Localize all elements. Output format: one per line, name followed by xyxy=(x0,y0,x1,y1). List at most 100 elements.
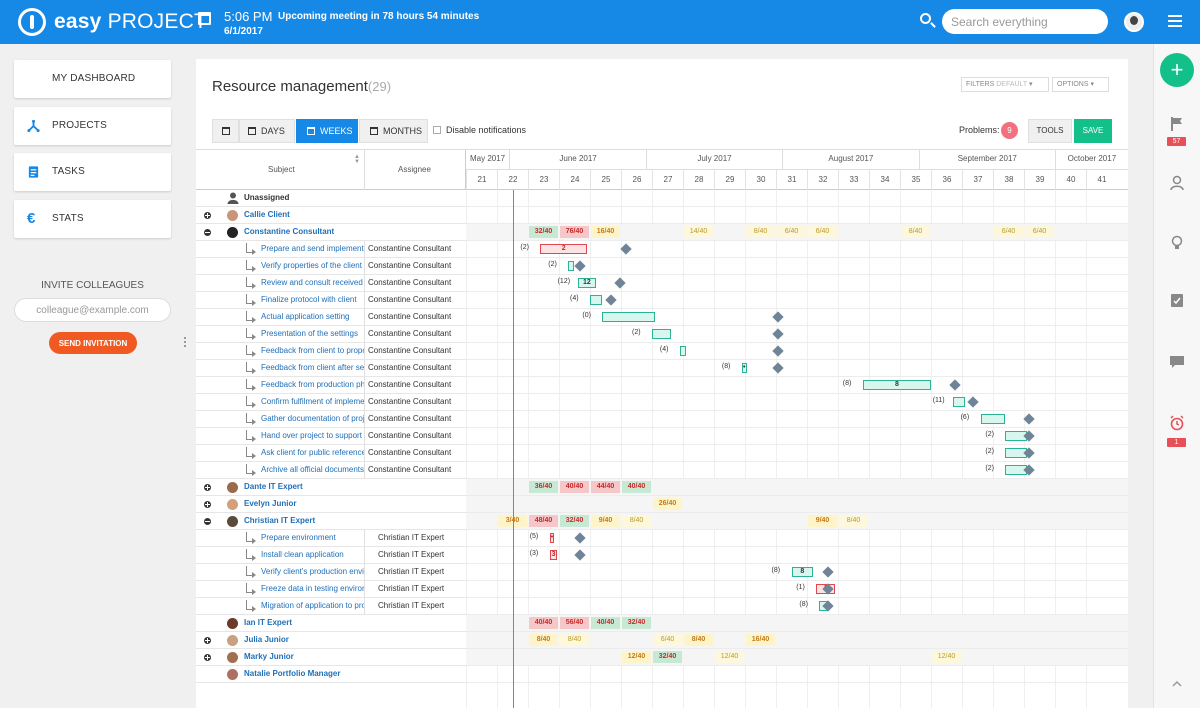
lightbulb-icon[interactable] xyxy=(1169,235,1185,251)
row-subject[interactable]: Hand over project to support xyxy=(261,431,362,440)
row-subject[interactable]: Presentation of the settings xyxy=(261,329,358,338)
task-row[interactable]: Archive all official documents Constantin… xyxy=(196,462,466,479)
column-header-subject[interactable]: Subject xyxy=(268,165,295,174)
sidebar-resize-handle[interactable] xyxy=(184,337,186,347)
task-bar[interactable] xyxy=(952,397,966,407)
user-avatar[interactable] xyxy=(1124,12,1144,32)
sidebar-item-stats[interactable]: € STATS xyxy=(14,200,171,238)
sort-icon[interactable]: ▲ ▼ xyxy=(354,154,360,165)
task-bar[interactable]: • xyxy=(549,533,555,543)
allocation-cell[interactable]: 6/40 xyxy=(1025,226,1054,238)
collapse-icon[interactable] xyxy=(204,518,211,525)
allocation-cell[interactable]: 44/40 xyxy=(591,481,620,493)
clipboard-check-icon[interactable] xyxy=(1169,292,1185,308)
task-row[interactable]: Actual application setting Constantine Co… xyxy=(196,309,466,326)
allocation-cell[interactable]: 40/40 xyxy=(622,481,651,493)
options-dropdown[interactable]: OPTIONS ▾ xyxy=(1052,77,1109,92)
problems-badge[interactable]: 9 xyxy=(1001,122,1018,139)
row-subject[interactable]: Prepare and send implementation xyxy=(261,244,364,253)
alarm-clock-icon[interactable] xyxy=(1169,415,1185,431)
row-subject[interactable]: Feedback from client after setup xyxy=(261,363,364,372)
task-row[interactable]: Presentation of the settings Constantine … xyxy=(196,326,466,343)
allocation-cell[interactable]: 6/40 xyxy=(777,226,806,238)
milestone-diamond-icon[interactable] xyxy=(948,379,961,391)
logo[interactable]: easy PROJECT xyxy=(18,8,207,36)
calendar-icon[interactable] xyxy=(198,12,211,25)
user-row[interactable]: Marky Junior xyxy=(196,649,466,666)
expand-icon[interactable] xyxy=(204,637,211,644)
row-subject[interactable]: Feedback from client to proposal xyxy=(261,346,364,355)
row-subject[interactable]: Archive all official documents xyxy=(261,465,364,474)
row-subject[interactable]: Christian IT Expert xyxy=(244,516,316,525)
allocation-cell[interactable]: 32/40 xyxy=(653,651,682,663)
row-subject[interactable]: Marky Junior xyxy=(244,652,294,661)
allocation-cell[interactable]: 40/40 xyxy=(529,617,558,629)
column-header-assignee[interactable]: Assignee xyxy=(398,165,431,174)
row-subject[interactable]: Finalize protocol with client xyxy=(261,295,357,304)
task-row[interactable]: Finalize protocol with client Constantine… xyxy=(196,292,466,309)
allocation-cell[interactable]: 6/40 xyxy=(994,226,1023,238)
row-subject[interactable]: Review and consult received xyxy=(261,278,363,287)
milestone-diamond-icon[interactable] xyxy=(573,549,586,561)
milestone-diamond-icon[interactable] xyxy=(604,294,617,306)
milestone-diamond-icon[interactable] xyxy=(772,328,784,340)
user-row[interactable]: Julia Junior xyxy=(196,632,466,649)
expand-icon[interactable] xyxy=(204,654,211,661)
milestone-diamond-icon[interactable] xyxy=(1023,413,1035,425)
user-icon[interactable] xyxy=(1169,175,1185,191)
sidebar-item-tasks[interactable]: TASKS xyxy=(14,153,171,191)
task-row[interactable]: Freeze data in testing environment Christ… xyxy=(196,581,466,598)
row-subject[interactable]: Verify properties of the client xyxy=(261,261,362,270)
user-row[interactable]: Dante IT Expert xyxy=(196,479,466,496)
row-subject[interactable]: Natalie Portfolio Manager xyxy=(244,669,341,678)
milestone-diamond-icon[interactable] xyxy=(573,260,586,272)
allocation-cell[interactable]: 12/40 xyxy=(622,651,651,663)
allocation-cell[interactable]: 32/40 xyxy=(622,617,651,629)
row-subject[interactable]: Evelyn Junior xyxy=(244,499,297,508)
flag-icon[interactable] xyxy=(1169,116,1185,132)
allocation-cell[interactable]: 3/40 xyxy=(498,515,527,527)
user-row[interactable]: Ian IT Expert xyxy=(196,615,466,632)
task-bar[interactable] xyxy=(590,295,603,305)
user-row[interactable]: Callie Client xyxy=(196,207,466,224)
expand-icon[interactable] xyxy=(204,501,211,508)
milestone-diamond-icon[interactable] xyxy=(967,396,979,408)
tab-calendar[interactable] xyxy=(212,119,239,143)
disable-notifications-checkbox[interactable] xyxy=(433,126,441,134)
row-subject[interactable]: Gather documentation of project xyxy=(261,414,364,423)
allocation-cell[interactable]: 76/40 xyxy=(560,226,589,238)
allocation-cell[interactable]: 16/40 xyxy=(746,634,775,646)
row-subject[interactable]: Ian IT Expert xyxy=(244,618,293,627)
allocation-cell[interactable]: 8/40 xyxy=(622,515,651,527)
allocation-cell[interactable]: 8/40 xyxy=(529,634,558,646)
row-subject[interactable]: Actual application setting xyxy=(261,312,350,321)
allocation-cell[interactable]: 8/40 xyxy=(746,226,775,238)
row-subject[interactable]: Dante IT Expert xyxy=(244,482,303,491)
disable-notifications-label[interactable]: Disable notifications xyxy=(446,125,527,135)
user-row[interactable]: Constantine Consultant xyxy=(196,224,466,241)
user-row[interactable]: Christian IT Expert xyxy=(196,513,466,530)
task-bar[interactable]: 8 xyxy=(862,380,931,390)
allocation-cell[interactable]: 32/40 xyxy=(529,226,558,238)
allocation-cell[interactable]: 9/40 xyxy=(591,515,620,527)
allocation-cell[interactable]: 40/40 xyxy=(591,617,620,629)
sidebar-item-projects[interactable]: PROJECTS xyxy=(14,107,171,145)
search-icon[interactable] xyxy=(920,13,931,24)
tab-days[interactable]: DAYS xyxy=(239,119,295,143)
expand-icon[interactable] xyxy=(204,484,211,491)
user-row[interactable]: Unassigned xyxy=(196,190,466,207)
allocation-cell[interactable]: 32/40 xyxy=(560,515,589,527)
task-bar[interactable] xyxy=(980,414,1006,424)
allocation-cell[interactable]: 8/40 xyxy=(901,226,930,238)
task-row[interactable]: Migration of application to production Ch… xyxy=(196,598,466,615)
row-subject[interactable]: Constantine Consultant xyxy=(244,227,335,236)
task-row[interactable]: Confirm fulfilment of implementation Cons… xyxy=(196,394,466,411)
milestone-diamond-icon[interactable] xyxy=(772,362,784,374)
milestone-diamond-icon[interactable] xyxy=(573,532,586,544)
collapse-icon[interactable] xyxy=(204,229,211,236)
allocation-cell[interactable]: 9/40 xyxy=(808,515,837,527)
allocation-cell[interactable]: 16/40 xyxy=(591,226,620,238)
task-row[interactable]: Feedback from client to proposal Constant… xyxy=(196,343,466,360)
send-invitation-button[interactable]: SEND INVITATION xyxy=(49,332,137,354)
task-row[interactable]: Prepare and send implementation Constanti… xyxy=(196,241,466,258)
